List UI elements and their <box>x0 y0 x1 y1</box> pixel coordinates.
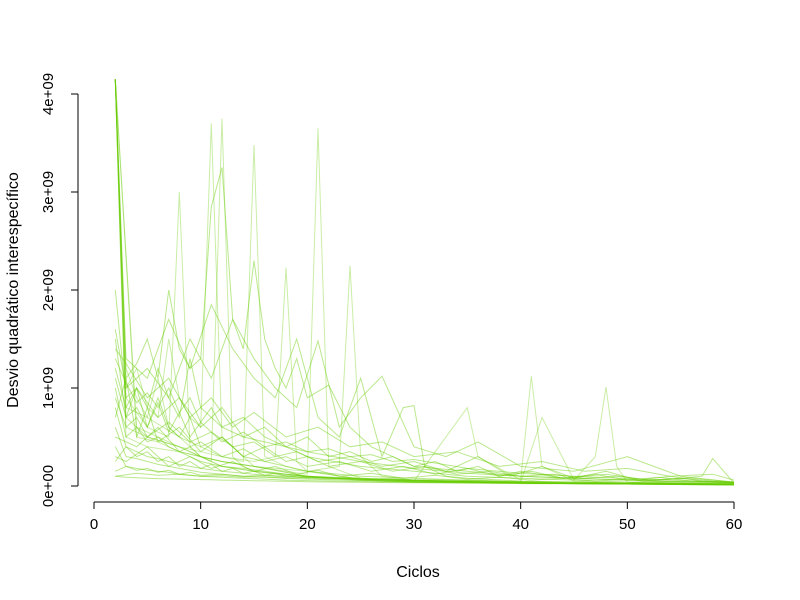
series-line-6 <box>114 79 735 486</box>
series-line-8 <box>114 79 735 485</box>
series-line-9 <box>114 79 735 485</box>
series-line-14 <box>114 387 735 485</box>
series-line-7 <box>114 79 735 486</box>
series-line-18 <box>114 318 735 483</box>
x-tick-label: 40 <box>512 516 529 533</box>
y-tick-label: 2e+09 <box>40 269 57 311</box>
series-line-26 <box>115 472 735 485</box>
series-line-1 <box>114 79 735 485</box>
x-axis-ticks: 0 10 20 30 40 50 60 <box>90 502 743 533</box>
x-axis-title: Ciclos <box>396 564 440 581</box>
series-line-2 <box>114 79 735 485</box>
x-tick-label: 20 <box>299 516 316 533</box>
series-line-23 <box>115 446 735 484</box>
series-line-13 <box>114 338 735 485</box>
series-line-5 <box>114 79 735 486</box>
series-line-4 <box>114 79 735 486</box>
series-line-19 <box>114 368 735 483</box>
y-axis-title: Desvio quadrático interespecífico <box>5 172 22 408</box>
y-tick-label: 1e+09 <box>40 367 57 409</box>
series-line-12 <box>114 289 735 485</box>
series-line-27 <box>114 348 735 481</box>
series-line-10 <box>114 79 735 484</box>
y-tick-label: 3e+09 <box>40 171 57 213</box>
series-line-24 <box>114 446 735 485</box>
series-line-22 <box>115 426 735 484</box>
x-tick-label: 10 <box>192 516 209 533</box>
series-layer <box>114 79 735 486</box>
x-tick-label: 50 <box>619 516 636 533</box>
series-line-11 <box>114 79 735 484</box>
series-line-17 <box>114 446 735 485</box>
y-axis-ticks: 0e+00 1e+09 2e+09 3e+09 4e+09 <box>40 73 78 507</box>
y-tick-label: 4e+09 <box>40 73 57 115</box>
y-tick-label: 0e+00 <box>40 465 57 507</box>
series-line-16 <box>114 427 735 485</box>
series-line-30 <box>115 475 735 485</box>
series-line-29 <box>114 378 735 483</box>
series-line-20 <box>114 397 735 483</box>
x-tick-label: 60 <box>726 516 743 533</box>
x-tick-label: 30 <box>406 516 423 533</box>
series-line-21 <box>114 378 735 483</box>
series-line-28 <box>114 358 735 484</box>
x-tick-label: 0 <box>90 516 98 533</box>
series-line-25 <box>115 465 735 485</box>
series-line-15 <box>114 407 735 485</box>
series-line-3 <box>114 79 735 486</box>
